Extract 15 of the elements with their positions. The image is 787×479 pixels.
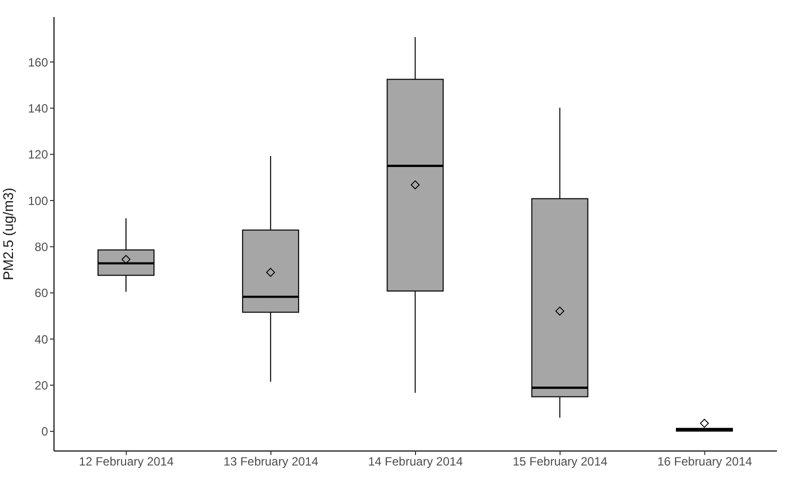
- x-tick-label: 15 February 2014: [512, 454, 608, 469]
- y-tick-label: 80: [34, 240, 48, 254]
- y-tick-label: 100: [28, 194, 48, 208]
- x-tick-label: 12 February 2014: [78, 454, 174, 469]
- y-tick-label: 140: [28, 101, 48, 116]
- y-tick-label: 120: [28, 148, 48, 162]
- x-tick-label: 16 February 2014: [657, 454, 752, 469]
- y-axis-title: PM2.5 (ug/m3): [0, 188, 16, 280]
- y-tick-label: 160: [28, 55, 48, 70]
- y-tick-label: 60: [34, 286, 48, 300]
- x-tick-label: 13 February 2014: [224, 454, 319, 469]
- y-tick-label: 20: [34, 378, 48, 392]
- x-tick-label: 14 February 2014: [368, 454, 464, 469]
- y-tick-label: 0: [41, 424, 48, 439]
- y-tick-label: 40: [34, 332, 48, 346]
